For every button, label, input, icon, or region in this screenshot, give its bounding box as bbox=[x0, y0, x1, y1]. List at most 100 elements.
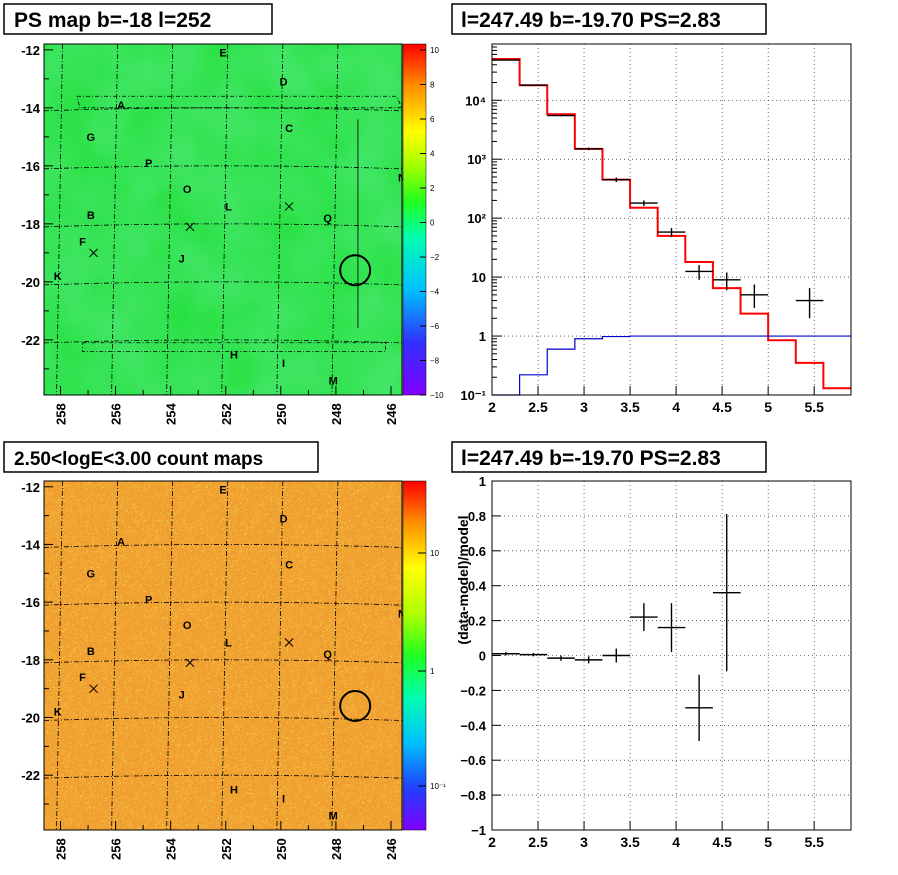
colorbar-tick-label: 1 bbox=[430, 667, 435, 676]
colorbar-tick-label: −6 bbox=[430, 322, 440, 331]
residual-y-tick-label: 0 bbox=[479, 649, 486, 664]
source-cross-marker bbox=[185, 222, 195, 232]
map-grid-line-b bbox=[43, 223, 403, 228]
source-label-B: B bbox=[87, 210, 95, 222]
map-x-tick-label: 246 bbox=[384, 838, 399, 860]
map-grid-line-l bbox=[111, 480, 118, 831]
map-grid-line-l bbox=[111, 43, 118, 396]
count-map-panel: 2.50<logE<3.00 count maps ABCDEFGHIJKLMN… bbox=[3, 441, 446, 860]
colorbar-tick-label: 0 bbox=[430, 219, 435, 228]
colorbar-tick-label: 10 bbox=[430, 46, 439, 55]
count-map-colorbar bbox=[402, 480, 427, 831]
map-y-tick-label: -12 bbox=[21, 43, 40, 58]
target-source-circle bbox=[339, 254, 372, 287]
map-y-tick-label: -14 bbox=[21, 537, 41, 552]
spectrum-y-tick-label: 10³ bbox=[467, 152, 486, 167]
map-grid-line-b bbox=[43, 601, 403, 606]
residual-frame bbox=[491, 480, 852, 831]
source-cross-marker bbox=[185, 658, 195, 668]
source-label-A: A bbox=[117, 537, 125, 549]
source-label-E: E bbox=[219, 485, 226, 497]
spectrum-x-tick-label: 3 bbox=[580, 399, 588, 415]
map-x-tick-label: 248 bbox=[329, 403, 344, 425]
map-grid-line-b bbox=[43, 659, 403, 664]
map-x-tick-label: 248 bbox=[329, 838, 344, 860]
source-label-D: D bbox=[280, 77, 288, 89]
map-x-tick-label: 250 bbox=[274, 838, 289, 860]
map-grid-line-l bbox=[221, 43, 229, 396]
map-texture-hot bbox=[44, 481, 402, 830]
ps-map-title: PS map b=-18 l=252 bbox=[14, 9, 211, 32]
spectrum-frame bbox=[491, 43, 852, 396]
map-grid-line-l bbox=[56, 480, 63, 831]
source-cross-marker bbox=[284, 202, 294, 211]
source-label-Q: Q bbox=[323, 213, 332, 225]
spectrum-title: l=247.49 b=-19.70 PS=2.83 bbox=[461, 9, 721, 32]
map-y-tick-label: -14 bbox=[21, 101, 41, 116]
spectrum-x-tick-label: 2.5 bbox=[528, 399, 548, 415]
residual-title-box bbox=[451, 441, 767, 473]
source-label-G: G bbox=[87, 568, 96, 580]
count-map-title-box bbox=[3, 441, 319, 473]
source-label-J: J bbox=[179, 689, 185, 701]
map-grid-line-l bbox=[221, 480, 229, 831]
source-label-C: C bbox=[285, 560, 293, 572]
source-label-H: H bbox=[230, 785, 238, 797]
map-grid-line-b bbox=[43, 544, 403, 548]
residual-y-tick-label: −0.2 bbox=[460, 683, 486, 698]
map-grid-line-l bbox=[166, 43, 174, 396]
map-y-tick-label: -20 bbox=[21, 711, 40, 726]
spectrum-x-tick-label: 4 bbox=[672, 399, 680, 415]
map-x-tick-label: 250 bbox=[274, 403, 289, 425]
residual-panel: l=247.49 b=-19.70 PS=2.83 (data-model)/m… bbox=[451, 441, 852, 850]
map-grid-line-b bbox=[43, 281, 403, 286]
map-x-tick-label: 252 bbox=[219, 838, 234, 860]
source-label-F: F bbox=[79, 236, 86, 248]
residual-y-tick-label: 0.8 bbox=[468, 509, 486, 524]
colorbar-tick-label: −10 bbox=[430, 391, 444, 400]
map-y-tick-label: -20 bbox=[21, 275, 40, 290]
colorbar-tick-label: 4 bbox=[430, 150, 435, 159]
spectrum-x-tick-label: 2 bbox=[488, 399, 496, 415]
residual-y-tick-label: 0.2 bbox=[468, 614, 486, 629]
residual-x-tick-label: 2.5 bbox=[528, 834, 548, 850]
source-label-L: L bbox=[225, 638, 232, 650]
residual-x-tick-label: 4 bbox=[672, 834, 680, 850]
spectrum-panel: l=247.49 b=-19.70 PS=2.83 2 2.5 3 3.5 4 4.5 5 5… bbox=[451, 3, 852, 415]
residual-y-tick-label: 0.4 bbox=[468, 579, 487, 594]
residual-y-tick-label: −1 bbox=[471, 823, 486, 838]
source-label-I: I bbox=[282, 358, 285, 370]
residual-x-tick-label: 2 bbox=[488, 834, 496, 850]
source-label-C: C bbox=[285, 123, 293, 135]
spectrum-model-histogram bbox=[492, 58, 851, 390]
spectrum-y-tick-label: 10⁴ bbox=[465, 93, 486, 108]
source-label-D: D bbox=[280, 513, 288, 525]
residual-y-tick-label: −0.8 bbox=[460, 788, 486, 803]
map-texture bbox=[44, 44, 402, 395]
residual-x-tick-label: 4.5 bbox=[712, 834, 732, 850]
source-label-M: M bbox=[329, 375, 338, 387]
colorbar-tick-label: 10 bbox=[430, 549, 439, 558]
spectrum-title-box bbox=[451, 3, 767, 35]
map-grid-line-b bbox=[43, 107, 403, 112]
residual-y-tick-label: 0.6 bbox=[468, 544, 486, 559]
source-label-L: L bbox=[225, 201, 232, 213]
source-cross-marker bbox=[284, 638, 294, 647]
spectrum-y-tick-label: 10 bbox=[472, 270, 486, 285]
spectrum-x-tick-label: 5.5 bbox=[804, 399, 824, 415]
map-y-tick-label: -16 bbox=[21, 595, 40, 610]
residual-plot: 2 2.5 3 3.5 4 4.5 5 5.5 −1 −0.8 −0.6 −0.4 −0.2 0 0.2 0.… bbox=[460, 474, 852, 850]
residual-x-tick-label: 5 bbox=[764, 834, 772, 850]
residual-x-tick-label: 5.5 bbox=[804, 834, 824, 850]
map-x-tick-label: 256 bbox=[109, 838, 124, 860]
map-grid-line-l bbox=[56, 43, 63, 396]
source-label-O: O bbox=[183, 184, 192, 196]
map-frame bbox=[43, 480, 403, 831]
ps-map-colorbar bbox=[402, 43, 427, 396]
source-label-P: P bbox=[145, 594, 152, 606]
colorbar-tick-label: 8 bbox=[430, 81, 435, 90]
map-grid-line-b bbox=[43, 339, 403, 344]
source-label-J: J bbox=[179, 254, 185, 266]
